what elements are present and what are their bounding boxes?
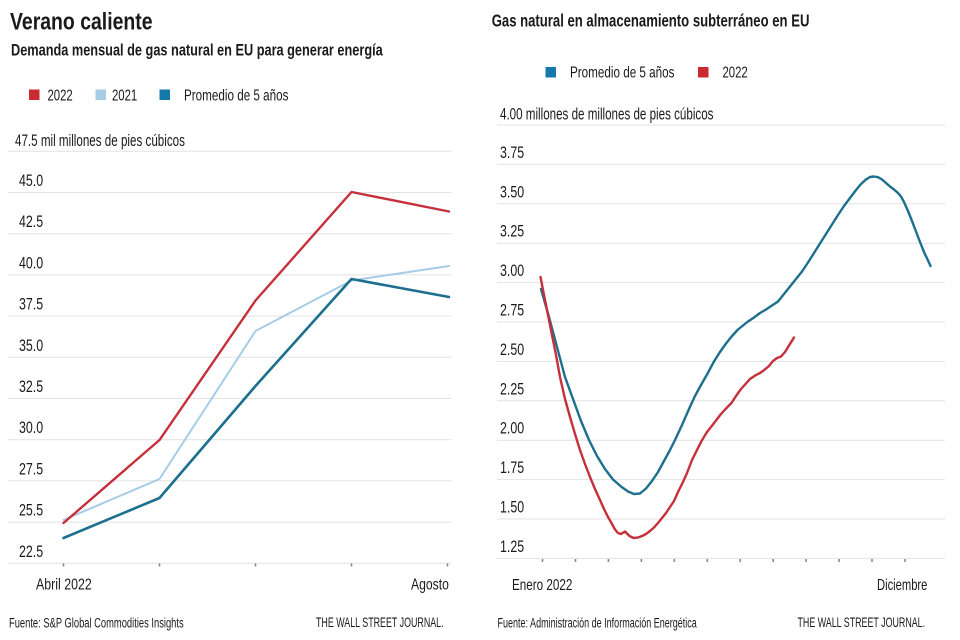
svg-text:Promedio de 5 años: Promedio de 5 años <box>570 63 674 81</box>
svg-text:3.25: 3.25 <box>500 223 524 241</box>
svg-text:47.5 mil millones de pies cúbi: 47.5 mil millones de pies cúbicos <box>15 132 185 150</box>
svg-text:25.5: 25.5 <box>19 502 43 520</box>
svg-text:Diciembre: Diciembre <box>877 575 928 594</box>
svg-text:3.50: 3.50 <box>500 184 524 202</box>
svg-text:Enero 2022: Enero 2022 <box>512 575 573 593</box>
svg-text:4.00 millones de millones de p: 4.00 millones de millones de pies cúbico… <box>500 106 713 125</box>
svg-text:Gas natural en almacenamiento: Gas natural en almacenamiento subterráne… <box>492 12 810 31</box>
svg-text:2.00: 2.00 <box>500 420 524 438</box>
svg-text:27.5: 27.5 <box>19 461 43 479</box>
svg-text:Fuente: S&P Global Commodities: Fuente: S&P Global Commodities Insights <box>9 616 184 631</box>
svg-text:45.0: 45.0 <box>19 172 43 190</box>
svg-text:40.0: 40.0 <box>19 255 43 273</box>
svg-text:2021: 2021 <box>112 86 137 104</box>
svg-text:37.5: 37.5 <box>19 296 43 314</box>
svg-text:42.5: 42.5 <box>19 213 43 231</box>
svg-text:32.5: 32.5 <box>19 378 43 396</box>
svg-text:Demanda mensual de gas natural: Demanda mensual de gas natural en EU par… <box>11 41 383 60</box>
svg-text:Promedio de 5 años: Promedio de 5 años <box>184 86 288 104</box>
svg-text:3.00: 3.00 <box>500 262 524 280</box>
svg-text:Abril 2022: Abril 2022 <box>36 576 92 594</box>
svg-text:35.0: 35.0 <box>19 337 43 355</box>
svg-text:30.0: 30.0 <box>19 419 43 437</box>
svg-text:THE WALL STREET JOURNAL.: THE WALL STREET JOURNAL. <box>798 616 926 630</box>
svg-text:1.50: 1.50 <box>500 499 524 517</box>
svg-text:1.25: 1.25 <box>500 538 524 556</box>
svg-text:Agosto: Agosto <box>411 576 449 594</box>
svg-text:Verano caliente: Verano caliente <box>10 8 153 35</box>
svg-text:1.75: 1.75 <box>500 459 524 477</box>
svg-text:2.75: 2.75 <box>500 302 524 320</box>
svg-text:THE WALL STREET JOURNAL.: THE WALL STREET JOURNAL. <box>316 616 444 630</box>
svg-text:22.5: 22.5 <box>19 543 43 561</box>
svg-text:Fuente: Administración de Info: Fuente: Administración de Información En… <box>498 617 698 631</box>
svg-text:2.25: 2.25 <box>500 381 524 399</box>
svg-text:3.75: 3.75 <box>500 144 524 162</box>
svg-text:2022: 2022 <box>723 63 748 81</box>
svg-text:2022: 2022 <box>48 86 73 104</box>
svg-text:2.50: 2.50 <box>500 341 524 359</box>
